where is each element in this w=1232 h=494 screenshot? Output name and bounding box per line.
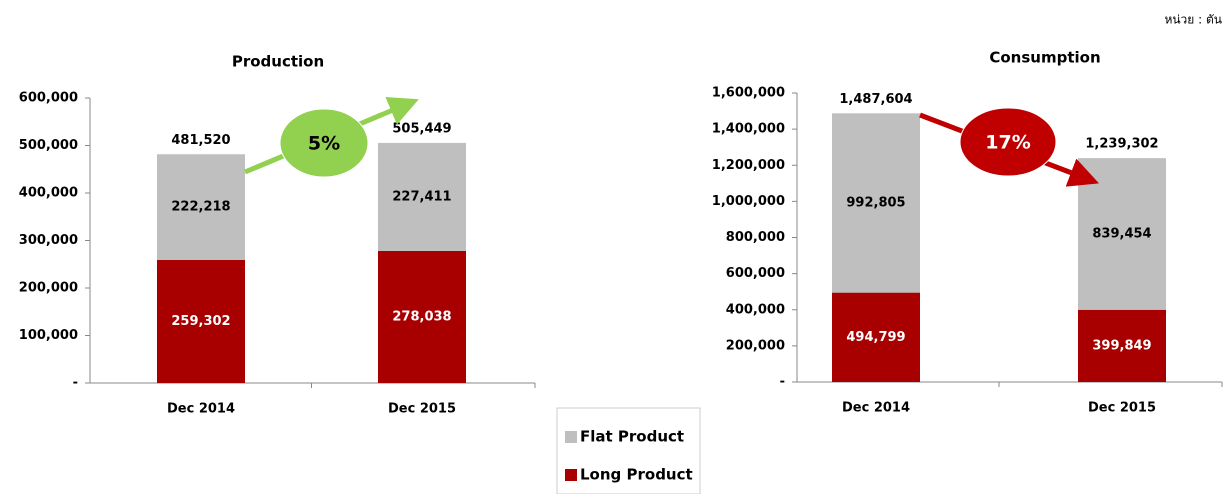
unit-label: หน่วย : ตัน <box>1164 13 1222 27</box>
total-label: 1,487,604 <box>839 92 912 107</box>
value-label: 839,454 <box>1092 226 1151 241</box>
total-label: 505,449 <box>392 121 451 136</box>
value-label: 222,218 <box>171 200 230 215</box>
y-tick-label: 600,000 <box>726 266 785 281</box>
y-tick-label: 200,000 <box>726 338 785 353</box>
y-tick-label: 100,000 <box>19 328 78 343</box>
y-tick-label: 800,000 <box>726 230 785 245</box>
value-label: 992,805 <box>846 195 905 210</box>
chart-title: Production <box>232 53 324 71</box>
annotation-bubble <box>959 107 1057 177</box>
value-label: 259,302 <box>171 314 230 329</box>
bar-segment <box>832 113 920 293</box>
bar-segment <box>378 142 466 251</box>
y-tick-label: 200,000 <box>19 281 78 296</box>
bar-segment <box>1078 309 1166 382</box>
total-label: 481,520 <box>171 133 230 148</box>
chart-title: Consumption <box>989 49 1100 67</box>
total-label: 1,239,302 <box>1085 137 1158 152</box>
y-tick-label: 400,000 <box>19 186 78 201</box>
legend-swatch <box>565 469 577 481</box>
bar-segment <box>157 259 245 383</box>
y-tick-label: 500,000 <box>19 138 78 153</box>
bar-segment <box>378 250 466 383</box>
legend-label: Flat Product <box>580 428 684 446</box>
y-tick-label: - <box>73 376 78 391</box>
x-tick-label: Dec 2014 <box>842 401 910 416</box>
bar-segment <box>832 292 920 382</box>
legend-box <box>556 407 701 494</box>
legend-swatch <box>565 431 577 443</box>
bar-segment <box>157 154 245 260</box>
annotation-text: 17% <box>985 132 1030 154</box>
y-tick-label: 400,000 <box>726 302 785 317</box>
annotation-text: 5% <box>308 133 340 155</box>
x-tick-label: Dec 2015 <box>1088 401 1156 416</box>
y-tick-label: 600,000 <box>19 91 78 106</box>
y-tick-label: 1,000,000 <box>712 194 785 209</box>
annotation-bubble <box>279 108 369 178</box>
y-tick-label: 1,200,000 <box>712 158 785 173</box>
y-tick-label: - <box>780 375 785 390</box>
value-label: 278,038 <box>392 309 451 324</box>
x-tick-label: Dec 2015 <box>388 402 456 417</box>
value-label: 494,799 <box>846 330 905 345</box>
y-tick-label: 1,600,000 <box>712 86 785 101</box>
value-label: 227,411 <box>392 189 451 204</box>
y-tick-label: 1,400,000 <box>712 122 785 137</box>
legend-label: Long Product <box>580 466 693 484</box>
value-label: 399,849 <box>1092 338 1151 353</box>
y-tick-label: 300,000 <box>19 233 78 248</box>
x-tick-label: Dec 2014 <box>167 402 235 417</box>
